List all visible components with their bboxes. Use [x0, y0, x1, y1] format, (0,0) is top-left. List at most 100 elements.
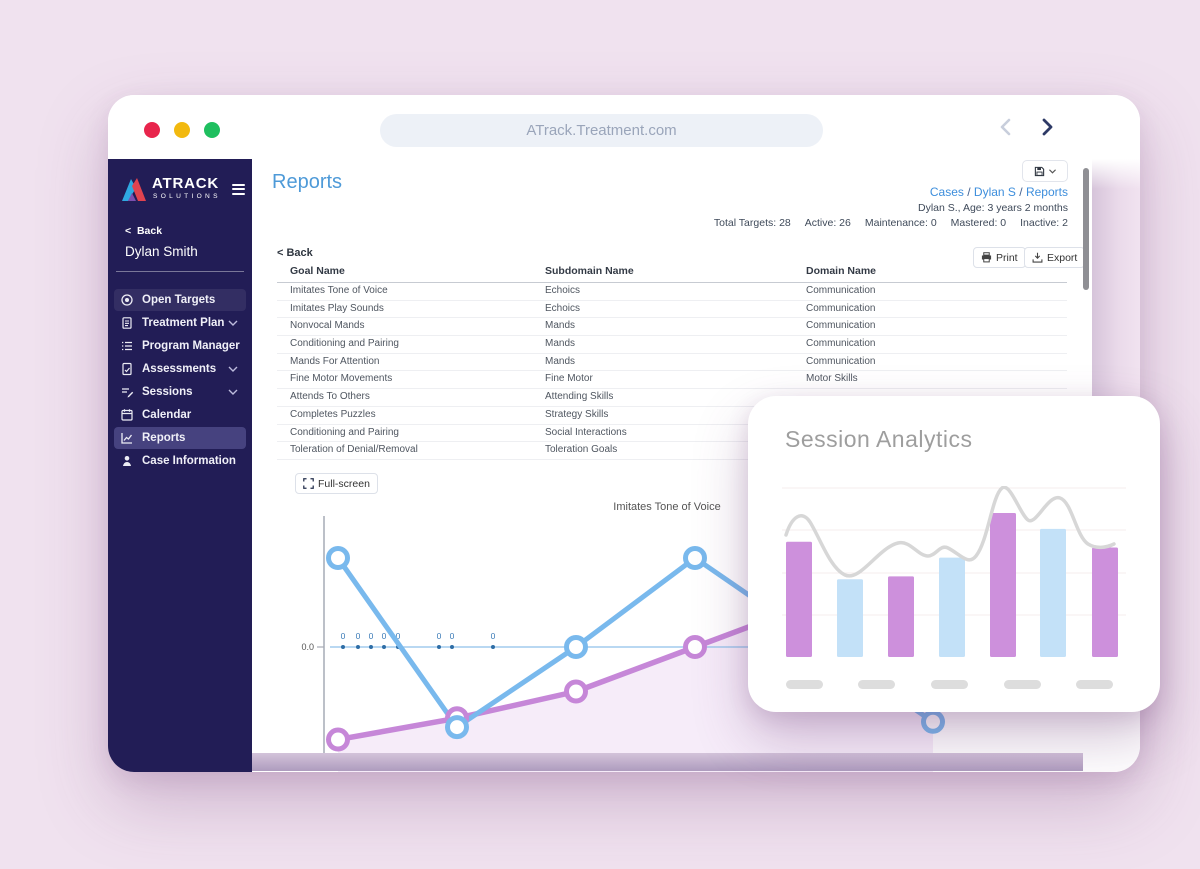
column-header: Goal Name	[290, 265, 345, 277]
table-row[interactable]: Nonvocal Mands Mands Communication	[277, 318, 1067, 337]
table-row[interactable]: Completes Puzzles Strategy Skills	[277, 407, 1067, 425]
zero-point-label: 0	[437, 631, 442, 641]
zero-data-point	[382, 645, 386, 649]
table-cell: Echoics	[545, 302, 581, 314]
purple-data-marker[interactable]	[564, 679, 588, 704]
page-title: Reports	[272, 171, 343, 193]
printer-icon	[981, 252, 992, 263]
sidebar-item-reports[interactable]: Reports	[114, 427, 246, 449]
table-cell: Mands	[545, 320, 576, 332]
window-zoom-button[interactable]	[204, 122, 220, 138]
sidebar-item-label: Reports	[142, 432, 186, 444]
table-row[interactable]: Toleration of Denial/Removal Toleration G…	[277, 442, 1067, 460]
sidebar-item-label: Open Targets	[142, 294, 216, 306]
sidebar-item-calendar[interactable]: Calendar	[114, 404, 246, 426]
purple-data-marker[interactable]	[683, 635, 707, 659]
y-tick-label: 0.0	[301, 642, 314, 652]
session-bar	[939, 557, 965, 657]
trend-curve-line	[784, 486, 1116, 578]
blue-data-marker[interactable]	[326, 546, 350, 570]
table-cell: Conditioning and Pairing	[290, 426, 399, 438]
zero-point-label: 0	[491, 631, 496, 641]
browser-back-icon[interactable]	[996, 116, 1018, 138]
table-row[interactable]: Imitates Tone of Voice Echoics Communicati…	[277, 283, 1067, 301]
brand-subtitle: SOLUTIONS	[153, 193, 221, 200]
window-minimize-button[interactable]	[174, 122, 190, 138]
sidebar-back-button[interactable]: < Back	[125, 225, 163, 237]
table-cell: Communication	[806, 302, 876, 314]
targets-stats: Total Targets: 28 Active: 26 Maintenance: …	[714, 217, 1068, 229]
table-cell: Communication	[806, 320, 876, 332]
person-icon	[123, 456, 131, 466]
card-title: Session Analytics	[785, 426, 973, 452]
sidebar-item-treatment-plan[interactable]: Treatment Plan	[114, 312, 246, 334]
table-row[interactable]: Imitates Play Sounds Echoics Communication	[277, 301, 1067, 319]
blue-data-marker[interactable]	[921, 709, 945, 734]
vertical-scrollbar[interactable]	[1083, 168, 1089, 290]
sidebar-item-assessments[interactable]: Assessments	[114, 358, 246, 380]
breadcrumb-link-cases[interactable]: Cases	[929, 185, 964, 199]
stat-active: Active: 26	[804, 217, 851, 229]
header-info: Cases / Dylan S / Reports Dylan S., Age:…	[714, 185, 1068, 229]
placeholder-label	[931, 680, 968, 689]
zero-point-label: 0	[369, 631, 374, 641]
session-bar	[786, 541, 812, 657]
blue-data-marker[interactable]	[564, 635, 588, 659]
hamburger-menu-icon[interactable]	[232, 184, 245, 195]
calendar-icon	[121, 409, 133, 421]
zero-data-point	[491, 645, 495, 649]
patient-info: Dylan S., Age: 3 years 2 months	[918, 202, 1068, 214]
stat-maintenance: Maintenance: 0	[864, 217, 937, 229]
purple-data-marker[interactable]	[326, 727, 350, 752]
atrack-logo-icon	[122, 178, 146, 201]
table-cell: Communication	[806, 338, 876, 350]
assessment-icon	[122, 362, 132, 376]
sidebar-item-program-manager[interactable]: Program Manager	[114, 335, 246, 357]
list-icon	[122, 341, 132, 351]
table-row[interactable]: Conditioning and Pairing Mands Communicati…	[277, 336, 1067, 354]
stat-inactive: Inactive: 2	[1020, 217, 1068, 229]
table-row[interactable]: Attends To Others Attending Skills	[277, 389, 1067, 407]
caret-down-icon	[1049, 168, 1056, 174]
table-back-link[interactable]: < Back	[277, 247, 313, 259]
table-cell: Imitates Play Sounds	[290, 302, 384, 314]
brand-name: ATRACK	[152, 175, 220, 192]
browser-forward-icon[interactable]	[1035, 116, 1057, 138]
table-cell: Communication	[806, 355, 876, 367]
export-button[interactable]: Export	[1024, 247, 1086, 268]
placeholder-label	[1004, 680, 1041, 689]
table-cell: Motor Skills	[806, 373, 858, 385]
placeholder-label	[1076, 680, 1113, 689]
sidebar-item-sessions[interactable]: Sessions	[114, 381, 246, 403]
print-button[interactable]: Print	[973, 247, 1026, 268]
export-label: Export	[1047, 251, 1078, 264]
breadcrumb-link-reports[interactable]: Reports	[1025, 185, 1068, 199]
sidebar-item-open-targets[interactable]: Open Targets	[114, 289, 246, 311]
blue-data-marker[interactable]	[445, 715, 469, 740]
blue-data-marker[interactable]	[683, 546, 707, 570]
address-bar[interactable]: ATrack.Treatment.com	[380, 114, 823, 147]
table-cell: Mands For Attention	[290, 355, 380, 367]
table-row[interactable]: Mands For Attention Mands Communication	[277, 354, 1067, 372]
fullscreen-button[interactable]: Full-screen	[295, 473, 378, 494]
table-row[interactable]: Fine Motor Movements Fine Motor Motor Skil…	[277, 371, 1067, 390]
sidebar-item-case-information[interactable]: Case Information	[114, 450, 246, 472]
stat-mastered: Mastered: 0	[950, 217, 1007, 229]
chart-bottom-band	[252, 753, 1083, 771]
session-bar	[1092, 547, 1118, 657]
sidebar: ATRACK SOLUTIONS < Back Dylan Smith Open…	[108, 159, 252, 772]
target-icon	[121, 294, 133, 306]
table-cell: Mands	[545, 355, 576, 367]
floppy-disk-icon	[1034, 166, 1045, 176]
placeholder-label	[786, 680, 823, 689]
session-bar	[837, 579, 863, 657]
table-cell: Fine Motor	[545, 373, 593, 385]
breadcrumb-link-dylan-s[interactable]: Dylan S	[973, 185, 1016, 199]
zero-point-label: 0	[450, 631, 455, 641]
sidebar-user-name: Dylan Smith	[125, 244, 198, 259]
table-row[interactable]: Conditioning and Pairing Social Interacti…	[277, 425, 1067, 443]
window-close-button[interactable]	[144, 122, 160, 138]
zero-point-label: 0	[382, 631, 387, 641]
table-cell: Strategy Skills	[545, 408, 609, 420]
save-button[interactable]	[1022, 160, 1068, 182]
